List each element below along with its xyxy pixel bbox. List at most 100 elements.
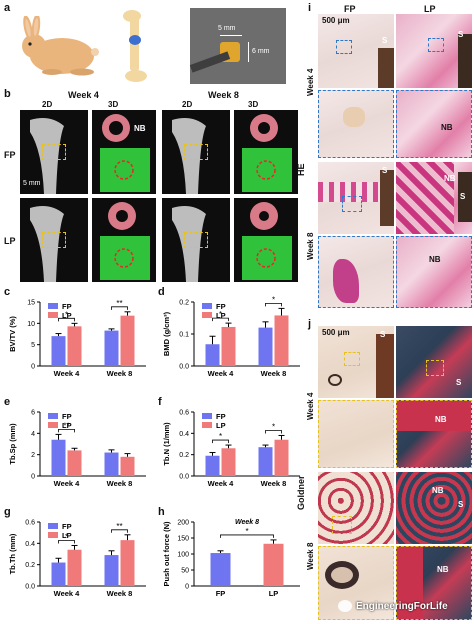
wechat-icon: [338, 600, 352, 612]
x-tick-label: Week 8: [107, 369, 133, 378]
y-tick-label: 0.2: [179, 300, 189, 307]
y-tick-label: 0.0: [179, 474, 189, 481]
legend-label: LP: [216, 311, 226, 320]
i-fp: FP: [344, 4, 356, 14]
watermark: EngineeringForLife: [338, 596, 448, 616]
b-scale: 5 mm: [23, 180, 41, 187]
bar: [210, 553, 231, 586]
gold-fp-w4-high: [318, 400, 394, 468]
x-tick-label: Week 8: [261, 369, 287, 378]
bar: [51, 336, 66, 366]
y-tick-label: 200: [177, 520, 189, 527]
chart-g-svg: 0.0 0.2 0.4 0.6 Tb.Th (mm) Week 4 * Week 8 ** FPL…: [8, 520, 146, 598]
bar: [221, 448, 236, 476]
legend-label: FP: [216, 412, 226, 421]
i-s-fp-w8: S: [382, 166, 388, 175]
legend-swatch: [48, 523, 58, 529]
panel-i-label: i: [308, 2, 312, 14]
significance-bracket: [58, 317, 75, 322]
b-week4: Week 4: [68, 90, 99, 100]
y-axis-label: BV/TV (%): [8, 316, 17, 352]
y-tick-label: 15: [27, 300, 35, 307]
significance-label: **: [63, 421, 69, 430]
chart-g: 0.0 0.2 0.4 0.6 Tb.Th (mm) Week 4 * Week 8 ** FP L…: [6, 512, 156, 604]
ct-3d-lp-w8: [234, 198, 298, 282]
x-tick-label: Week 8: [261, 479, 287, 488]
ct-3d-fp-w4: NB: [92, 110, 156, 194]
legend-label: FP: [62, 302, 72, 311]
bar: [120, 540, 135, 586]
j-nb-w8-low: NB: [432, 486, 444, 495]
y-tick-label: 2: [31, 452, 35, 459]
ct-2d-lp-w8: [162, 198, 230, 282]
i-week4: Week 4: [306, 68, 315, 96]
j-week4: Week 4: [306, 392, 315, 420]
y-tick-label: 50: [181, 568, 189, 575]
y-tick-label: 0.6: [179, 410, 189, 417]
legend-label: LP: [62, 531, 72, 540]
legend-label: FP: [62, 412, 72, 421]
i-week8: Week 8: [306, 232, 315, 260]
y-tick-label: 4: [31, 431, 35, 438]
b-lp: LP: [4, 236, 16, 246]
legend-swatch: [48, 422, 58, 428]
bar: [67, 450, 82, 476]
panel-j-label: j: [308, 318, 312, 330]
bar: [221, 326, 236, 366]
legend-swatch: [202, 413, 212, 419]
bar: [205, 344, 220, 366]
y-tick-label: 10: [27, 321, 35, 328]
significance-label: *: [219, 432, 222, 441]
gold-lp-w8-high: NB: [396, 546, 472, 620]
he-lp-w8-low: NB S: [396, 162, 472, 234]
chart-title: Week 8: [235, 519, 259, 526]
bar: [274, 315, 289, 366]
y-tick-label: 0.1: [179, 332, 189, 339]
x-tick-label: Week 8: [107, 479, 133, 488]
panel-h-label: h: [158, 506, 165, 518]
b-3d-w4: 3D: [108, 100, 119, 109]
y-tick-label: 0.4: [179, 431, 189, 438]
bar: [120, 456, 135, 476]
he-lp-w8-high: NB: [396, 236, 472, 308]
bar: [104, 452, 119, 476]
y-axis-label: Tb.Th (mm): [8, 533, 17, 574]
he-lp-w4-low: S: [396, 14, 472, 88]
he-fp-w8-high: [318, 236, 394, 308]
i-scale: 500 μm: [322, 16, 350, 25]
significance-label: *: [65, 532, 68, 541]
y-tick-label: 100: [177, 552, 189, 559]
significance-label: *: [65, 310, 68, 319]
watermark-text: EngineeringForLife: [356, 600, 448, 612]
chart-e: 0 2 4 6 Tb.Sp (mm) Week 4 ** Week 8 FP LP: [6, 402, 156, 494]
legend-swatch: [202, 312, 212, 318]
ct-2d-fp-w8: [162, 110, 230, 194]
gold-lp-w4-low: S: [396, 326, 472, 398]
i-lp: LP: [424, 4, 436, 14]
y-tick-label: 0: [185, 584, 189, 591]
x-tick-label: Week 4: [54, 589, 81, 598]
j-s-lp-w8: S: [458, 500, 464, 509]
panel-c-label: c: [4, 286, 11, 298]
y-axis-label: Push out force (N): [162, 521, 171, 587]
y-tick-label: 0.6: [25, 520, 35, 527]
legend-swatch: [202, 303, 212, 309]
gold-lp-w4-high: NB: [396, 400, 472, 468]
i-nb-w4: NB: [441, 123, 453, 132]
chart-h: 0 50 100 150 200 Push out force (N) FP LP * Week …: [160, 512, 310, 604]
legend-label: LP: [62, 311, 72, 320]
i-nb-w8-high: NB: [429, 255, 441, 264]
bar: [104, 555, 119, 586]
significance-bracket: [220, 534, 274, 538]
panel-d-label: d: [158, 286, 165, 298]
bar: [67, 549, 82, 586]
y-axis-label: Tb.Sp (mm): [8, 423, 17, 465]
panel-a-label: a: [4, 2, 11, 14]
y-tick-label: 0.2: [25, 562, 35, 569]
chart-d: 0.0 0.1 0.2 BMD (g/cm³) Week 4 * Week 8 * FP LP: [160, 292, 310, 384]
scale-5mm: 5 mm: [218, 25, 236, 32]
significance-label: *: [272, 422, 275, 431]
